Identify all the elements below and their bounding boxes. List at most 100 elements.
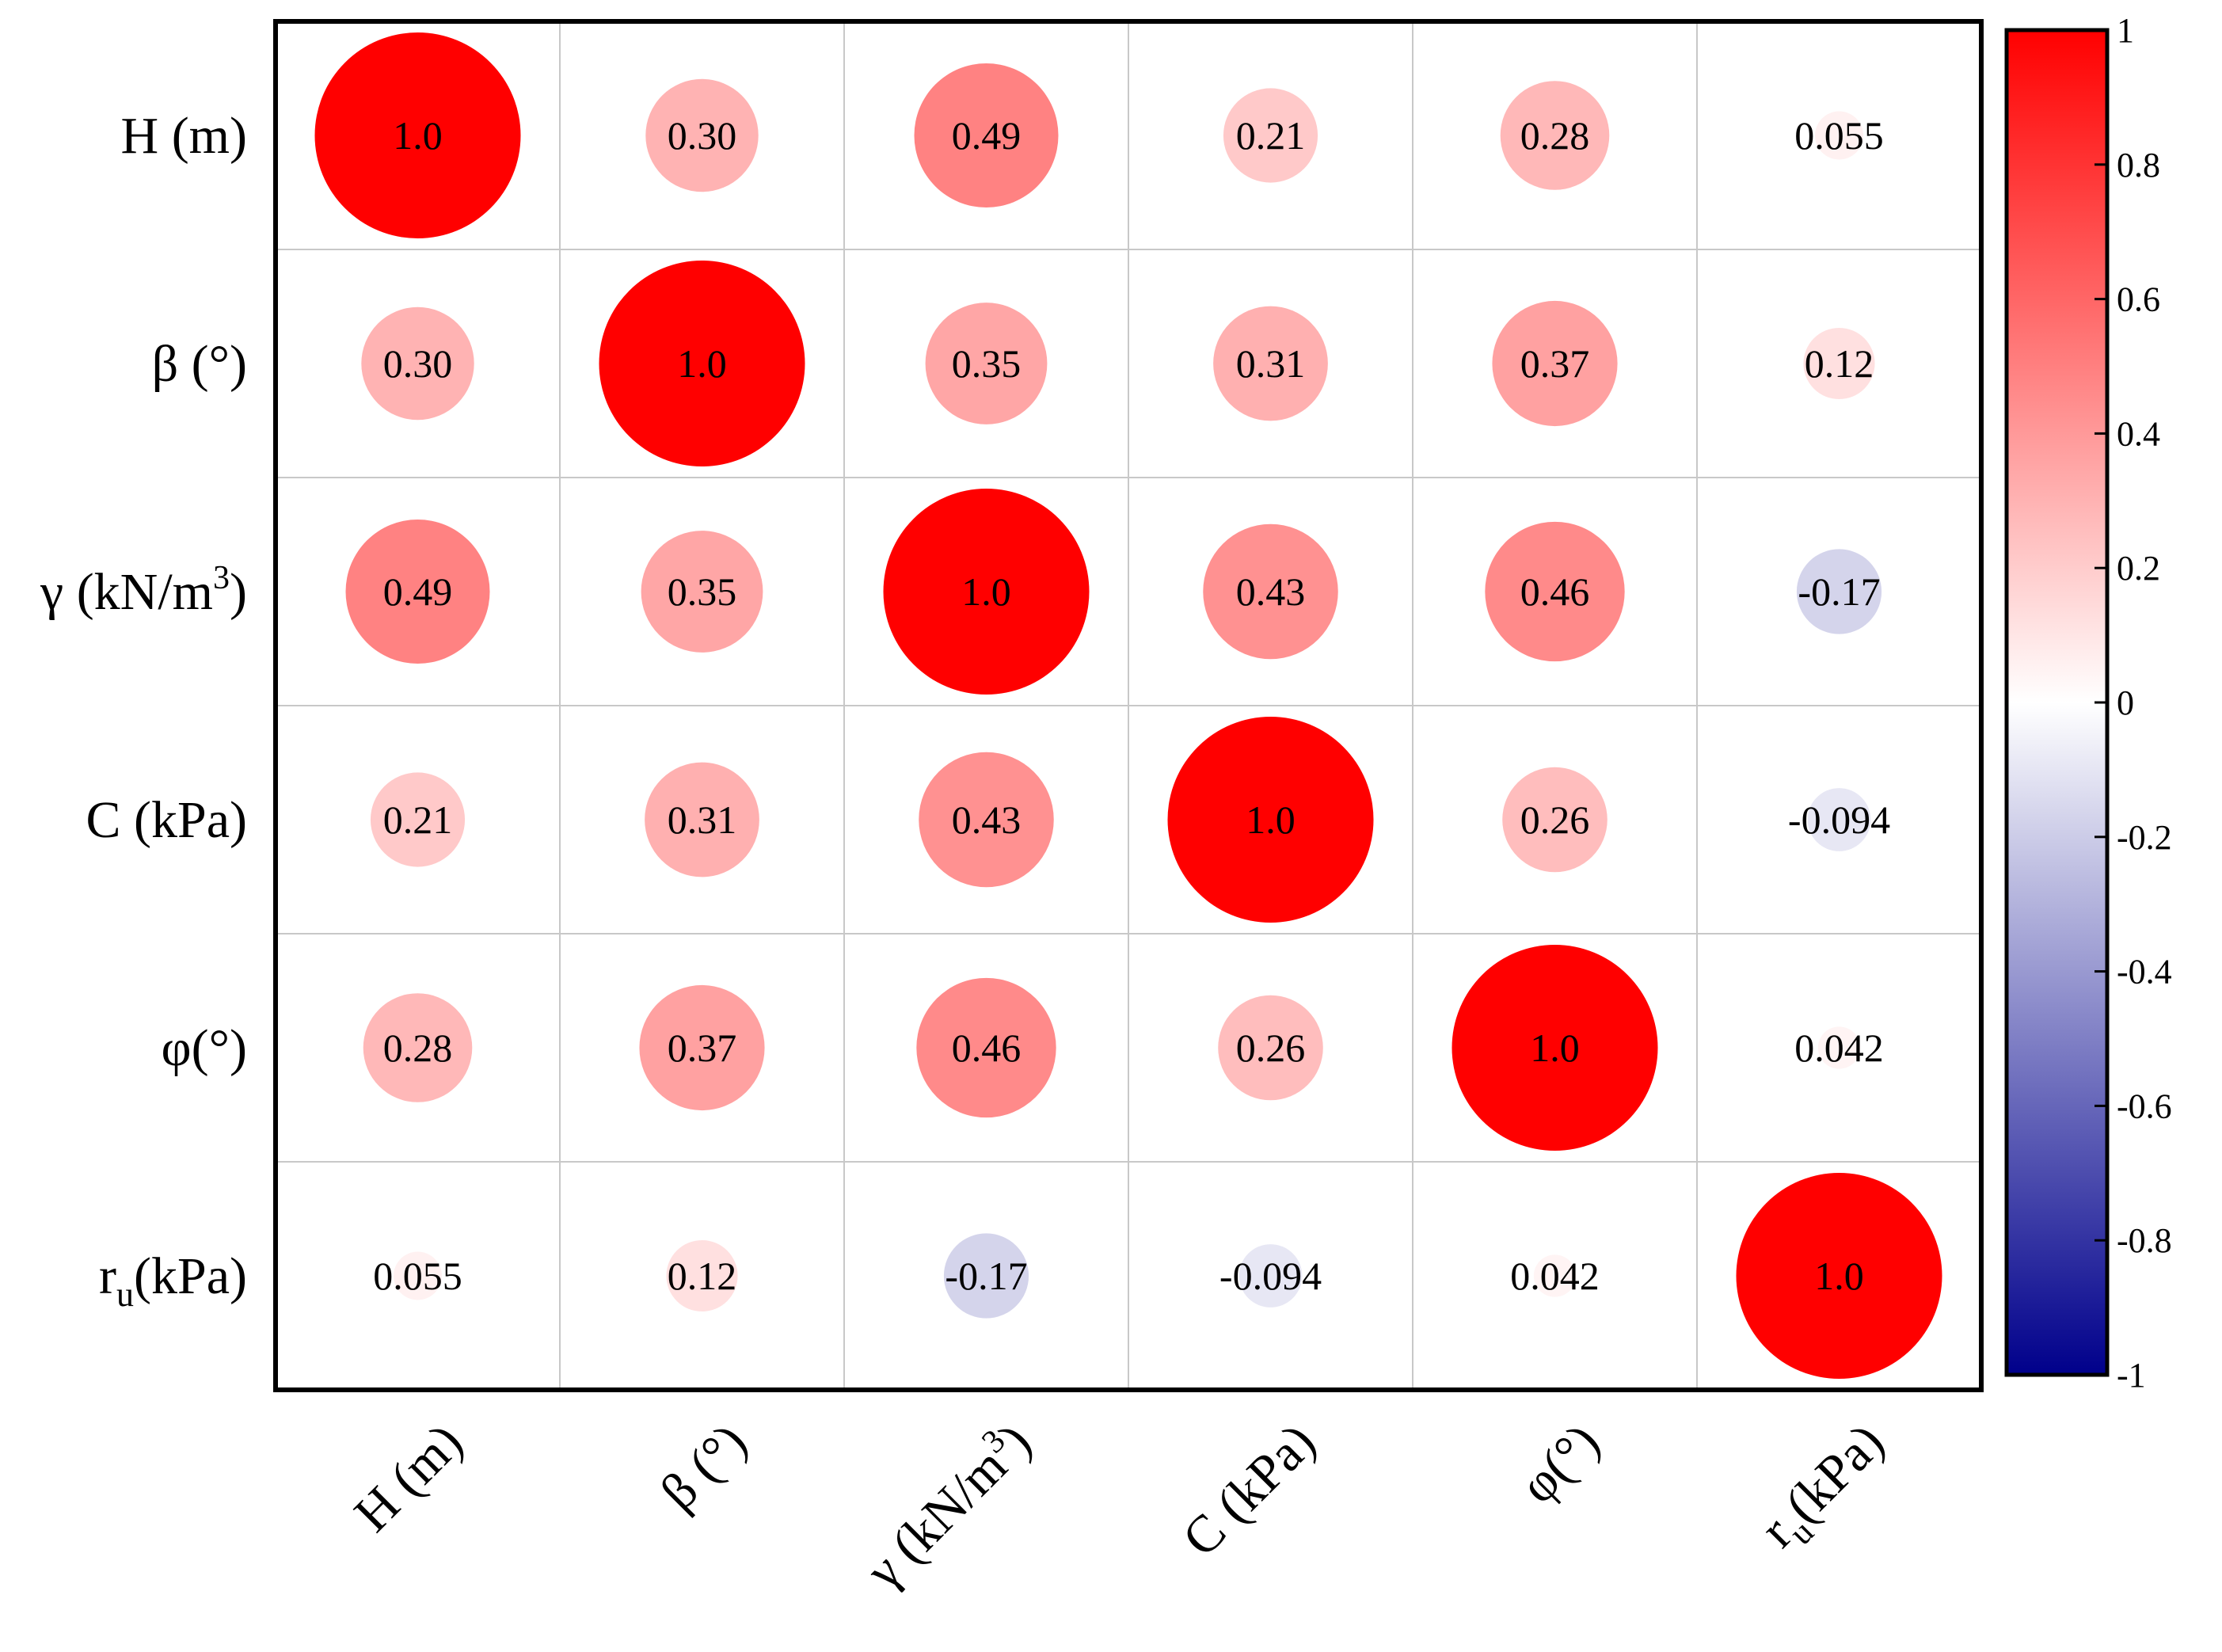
correlation-circle	[925, 303, 1048, 424]
colorbar-tick-label: 1	[2117, 11, 2134, 50]
correlation-circle	[361, 306, 474, 421]
colorbar-tick-label: 0.8	[2117, 146, 2160, 185]
correlation-circle	[1492, 300, 1618, 427]
column-label: β (°)	[649, 1413, 758, 1521]
column-label: γ (kN/m3)	[852, 1410, 1042, 1601]
correlation-circle	[1803, 327, 1875, 400]
cell-value-label: 0.28	[1520, 113, 1590, 158]
cell-value-label: 0.35	[668, 569, 737, 614]
correlation-circle	[1533, 1254, 1577, 1297]
colorbar-gradient	[2004, 28, 2110, 1377]
cell-value-label: 1.0	[393, 113, 443, 158]
correlation-circle	[914, 63, 1059, 207]
row-labels: H (m) β (°) γ (kN/m3) C (kPa) φ(°) ru(kPa)	[40, 107, 247, 1314]
cell-value-label: 0.37	[1520, 341, 1590, 386]
correlation-circle	[370, 772, 466, 867]
correlation-circle	[919, 752, 1054, 888]
cell-value-label: 0.28	[383, 1026, 453, 1070]
correlation-circles	[314, 32, 1942, 1379]
colorbar-ticks: 1 0.8 0.6 0.4 0.2 0 -0.2 -0.4 -0.6 -0.8 -1	[2095, 11, 2172, 1395]
cell-value-label: 1.0	[1530, 1026, 1580, 1070]
correlation-circle	[1452, 945, 1658, 1151]
correlation-circle	[363, 993, 473, 1102]
correlation-circle	[641, 531, 763, 653]
cell-value-label: 1.0	[1814, 1254, 1864, 1298]
cell-value-label: 0.12	[1805, 341, 1874, 386]
colorbar-tick-label: 0	[2117, 683, 2134, 722]
colorbar-tick-label: -0.8	[2117, 1221, 2172, 1260]
row-label: C (kPa)	[86, 791, 247, 849]
colorbar-tick-label: 0.6	[2117, 280, 2160, 319]
row-label: ru(kPa)	[99, 1247, 247, 1314]
correlation-circle	[883, 489, 1090, 695]
row-label: H (m)	[121, 107, 247, 165]
correlation-circle	[1736, 1173, 1942, 1379]
correlation-circle	[943, 1233, 1029, 1319]
column-labels: H (m) β (°) γ (kN/m3) C (kPa) φ(°) ru(kPa)	[344, 1410, 1901, 1601]
correlation-circle	[1807, 788, 1871, 851]
correlation-circle	[1796, 549, 1882, 634]
column-label: φ(°)	[1509, 1413, 1611, 1514]
column-label: ru(kPa)	[1749, 1413, 1901, 1565]
cell-value-label: -0.094	[1219, 1254, 1322, 1298]
correlation-circle	[639, 984, 765, 1111]
colorbar-tick-label: -1	[2117, 1356, 2146, 1395]
cell-value-label: 0.31	[668, 797, 737, 842]
cell-value-label: 1.0	[1246, 797, 1296, 842]
cell-value-label: -0.17	[945, 1254, 1027, 1298]
correlation-circle	[1223, 88, 1318, 183]
correlation-circle	[1213, 306, 1328, 421]
correlation-circle	[1167, 717, 1374, 923]
correlation-circle	[1500, 81, 1610, 190]
cell-value-label: 0.46	[1520, 569, 1590, 614]
plot-frame	[273, 19, 1984, 1392]
cell-value-label: 0.46	[952, 1026, 1022, 1070]
correlation-circle	[1485, 521, 1625, 662]
correlation-circle	[599, 261, 805, 466]
cell-value-label: 0.37	[668, 1026, 737, 1070]
correlation-circle	[1502, 767, 1608, 873]
cell-value-label: 0.43	[952, 797, 1022, 842]
cell-value-label: 0.055	[373, 1254, 462, 1298]
cell-value-label: 0.31	[1236, 341, 1306, 386]
cell-value-label: 0.49	[952, 113, 1022, 158]
cell-value-label: -0.094	[1788, 797, 1890, 842]
colorbar-tick-label: 0.2	[2117, 549, 2160, 588]
cell-value-label: -0.17	[1798, 569, 1880, 614]
cell-value-label: 0.35	[952, 341, 1022, 386]
cell-value-label: 0.30	[668, 113, 737, 158]
cell-value-label: 0.30	[383, 341, 453, 386]
column-label: C (kPa)	[1172, 1413, 1327, 1568]
cell-value-label: 0.26	[1520, 797, 1590, 842]
grid	[276, 21, 1981, 1390]
colorbar-tick-label: -0.6	[2117, 1087, 2172, 1125]
row-label: γ (kN/m3)	[40, 560, 247, 621]
colorbar-tick-label: 0.4	[2117, 414, 2160, 453]
correlation-circle	[645, 762, 759, 877]
correlation-circle	[1218, 995, 1323, 1101]
colorbar: 1 0.8 0.6 0.4 0.2 0 -0.2 -0.4 -0.6 -0.8 -1	[2004, 11, 2172, 1395]
correlation-circle	[314, 32, 521, 238]
cell-value-label: 0.21	[383, 797, 453, 842]
cell-value-label: 1.0	[677, 341, 727, 386]
cell-value-label: 0.042	[1794, 1026, 1884, 1070]
correlation-circle	[1815, 111, 1863, 160]
correlation-circle	[666, 1239, 738, 1312]
correlation-circle	[916, 977, 1056, 1118]
colorbar-tick-label: -0.2	[2117, 818, 2172, 857]
correlation-circle	[645, 78, 759, 192]
correlation-circle	[1238, 1244, 1303, 1308]
cell-value-label: 0.26	[1236, 1026, 1306, 1070]
colorbar-tick-label: -0.4	[2117, 953, 2172, 992]
cell-value-label: 0.49	[383, 569, 453, 614]
cell-value-label: 0.43	[1236, 569, 1306, 614]
correlation-circle	[1817, 1026, 1861, 1069]
cell-value-label: 0.042	[1510, 1254, 1600, 1298]
cell-value-label: 0.21	[1236, 113, 1306, 158]
cell-labels: 1.0 0.30 0.49 0.21 0.28 0.055 0.30 1.0 0.35 0.31 0…	[373, 113, 1890, 1298]
correlation-circle	[1203, 523, 1338, 660]
row-label: β (°)	[152, 335, 247, 393]
row-label: φ(°)	[162, 1019, 247, 1077]
cell-value-label: 0.12	[668, 1254, 737, 1298]
